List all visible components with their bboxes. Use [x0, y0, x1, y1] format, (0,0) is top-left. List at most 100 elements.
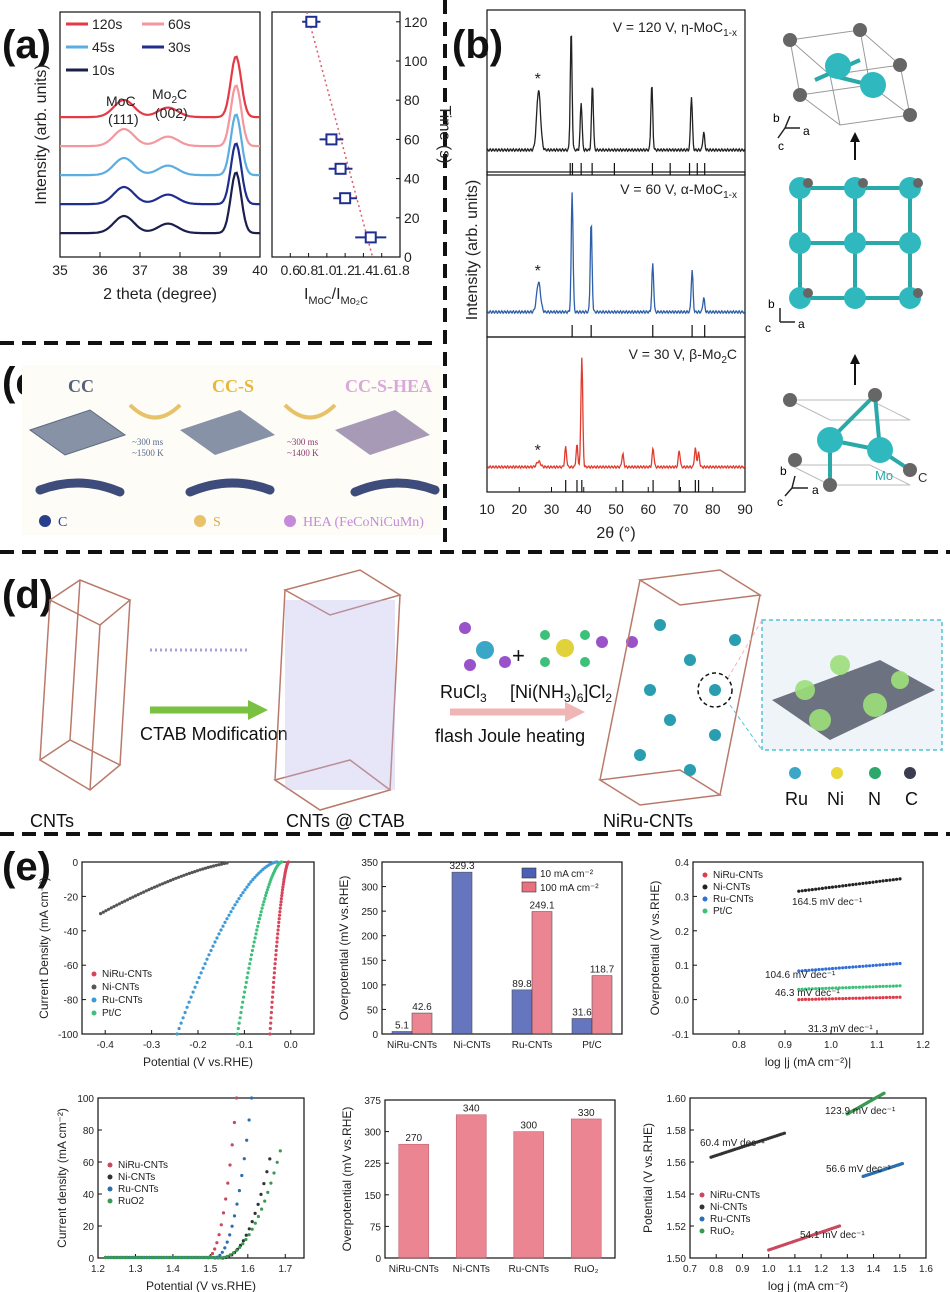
data-point: [150, 1255, 154, 1260]
legend-label: NiRu-CNTs: [710, 1190, 760, 1201]
data-point: [278, 910, 282, 914]
data-point: [235, 1096, 239, 1100]
data-point: [195, 869, 199, 873]
data-point: [223, 920, 227, 925]
data-point: [110, 1255, 114, 1260]
y-axis-label: Overpotential (V vs.RHE): [648, 881, 662, 1016]
cloth-cc-s-hea: [335, 410, 430, 455]
data-point: [871, 880, 875, 884]
data-point: [250, 1227, 254, 1231]
data-point: [800, 987, 804, 991]
data-point: [269, 877, 273, 882]
data-point: [264, 893, 268, 898]
y-tick-label: 0: [372, 1030, 378, 1041]
data-point: [844, 965, 848, 970]
data-point: [861, 985, 865, 989]
peak-label-moc: MoC: [106, 93, 136, 109]
impurity-marker: *: [535, 443, 541, 460]
data-point: [803, 997, 808, 1002]
data-point: [103, 1255, 108, 1260]
data-point: [182, 873, 186, 877]
arrow-step-2: [283, 403, 337, 420]
data-point: [228, 1253, 232, 1257]
y-tick-label: 60: [404, 131, 420, 147]
legend-swatch: [521, 881, 537, 893]
data-point: [820, 886, 825, 891]
data-point: [807, 888, 811, 892]
data-point: [841, 986, 845, 990]
tafel-slope-label: 56.6 mV dec⁻¹: [826, 1164, 891, 1175]
data-point: [881, 996, 885, 1000]
data-point: [119, 1255, 123, 1260]
x-tick-label: 1.2: [335, 262, 355, 278]
data-point: [237, 1021, 241, 1025]
data-point: [857, 996, 862, 1000]
data-point: [117, 902, 121, 906]
data-point: [864, 881, 868, 885]
data-point: [155, 884, 159, 888]
data-point: [272, 976, 276, 980]
data-point: [136, 893, 140, 897]
data-point: [187, 871, 191, 876]
data-point: [797, 987, 801, 991]
data-point: [854, 985, 858, 989]
data-point: [820, 967, 825, 971]
legend-label: Ni-CNTs: [118, 1172, 155, 1183]
y-tick-label: 100: [77, 1094, 94, 1105]
data-point: [147, 1255, 151, 1260]
legend-c-label: C: [58, 515, 67, 530]
x-axis-label: Potential (V vs.RHE): [143, 1055, 253, 1069]
data-point: [814, 968, 818, 972]
data-point: [844, 986, 848, 990]
data-point: [271, 990, 275, 994]
legend-c-atom-label: C: [905, 789, 918, 809]
data-point: [814, 887, 818, 891]
data-point: [868, 985, 872, 989]
data-point: [874, 880, 879, 884]
data-point: [888, 962, 892, 966]
data-point: [237, 897, 241, 901]
data-point: [851, 985, 855, 990]
y-tick-label: 100: [361, 981, 378, 992]
data-point: [125, 898, 130, 902]
data-point: [225, 1254, 229, 1258]
data-point: [249, 880, 253, 884]
data-point: [255, 928, 259, 932]
data-point: [265, 1170, 269, 1174]
data-point: [281, 885, 285, 889]
data-point: [262, 900, 266, 904]
data-point: [898, 984, 902, 988]
y-tick-label: 1.56: [667, 1158, 687, 1169]
arrow-ctab-head: [248, 700, 268, 720]
data-point: [263, 1199, 267, 1203]
data-point: [282, 877, 286, 882]
data-point: [817, 887, 821, 891]
xrd-series-line: [60, 55, 260, 119]
x-tick-label: 0.8: [732, 1040, 746, 1051]
data-point: [267, 882, 271, 887]
data-point: [276, 924, 281, 928]
data-point: [248, 962, 252, 966]
data-point: [270, 995, 275, 999]
bar-value-label: 5.1: [395, 1020, 409, 1031]
data-point: [884, 878, 889, 883]
data-point: [227, 913, 231, 917]
data-point: [243, 985, 247, 989]
data-point: [230, 1224, 234, 1228]
y-axis-label: Current Density (mA cm⁻²): [37, 877, 51, 1019]
data-point: [209, 865, 213, 869]
data-point: [212, 864, 216, 868]
y-axis-label: Overpotential (mV vs.RHE): [337, 876, 351, 1021]
data-point: [260, 906, 264, 910]
data-point: [215, 936, 219, 940]
data-point: [211, 944, 215, 948]
data-point: [144, 1255, 148, 1260]
data-point: [219, 1223, 223, 1227]
data-point: [830, 966, 835, 971]
bar: [455, 1114, 487, 1259]
data-point: [837, 884, 841, 888]
bar-value-label: 300: [520, 1121, 537, 1132]
data-point: [810, 997, 814, 1001]
data-point: [210, 1255, 214, 1260]
data-point: [834, 885, 838, 889]
